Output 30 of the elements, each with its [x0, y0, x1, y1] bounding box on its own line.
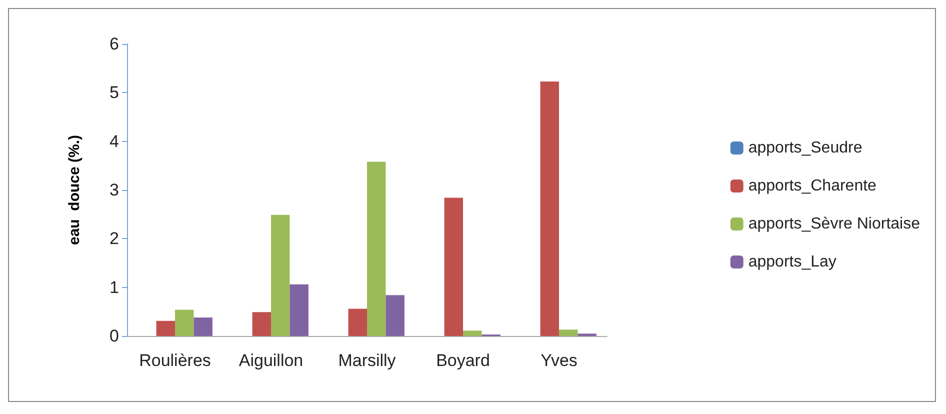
- y-tick-label: 3: [110, 180, 119, 200]
- bar: [444, 198, 463, 336]
- y-axis-title: eau douce (%.): [66, 134, 83, 246]
- bar: [252, 312, 271, 336]
- x-tick-label: Marsilly: [338, 351, 396, 370]
- bar: [386, 295, 404, 336]
- y-tick-label: 4: [110, 132, 119, 151]
- legend-label: apports_Lay: [748, 254, 836, 270]
- x-tick-label: Boyard: [436, 351, 490, 370]
- x-tick-label: Roulières: [139, 351, 211, 370]
- bar: [290, 284, 308, 336]
- bar: [194, 318, 212, 336]
- bar: [156, 320, 175, 336]
- legend-label: apports_Seudre: [748, 140, 862, 156]
- bar: [348, 308, 367, 336]
- x-tick-label: Yves: [540, 351, 578, 370]
- y-tick-label: 6: [110, 34, 119, 54]
- legend-label: apports_Charente: [748, 178, 877, 194]
- y-tick-label: 1: [110, 278, 119, 297]
- y-tick-label: 5: [110, 83, 119, 102]
- y-tick-label: 2: [110, 229, 119, 248]
- bar: [367, 162, 386, 336]
- bar: [271, 214, 290, 336]
- x-tick-label: Aiguillon: [238, 351, 304, 370]
- legend-label: apports_Sèvre Niortaise: [748, 216, 920, 232]
- y-tick-label: 0: [110, 326, 119, 346]
- bar: [463, 330, 482, 336]
- bar: [559, 330, 578, 336]
- bar: [540, 81, 559, 336]
- bar: [175, 310, 194, 336]
